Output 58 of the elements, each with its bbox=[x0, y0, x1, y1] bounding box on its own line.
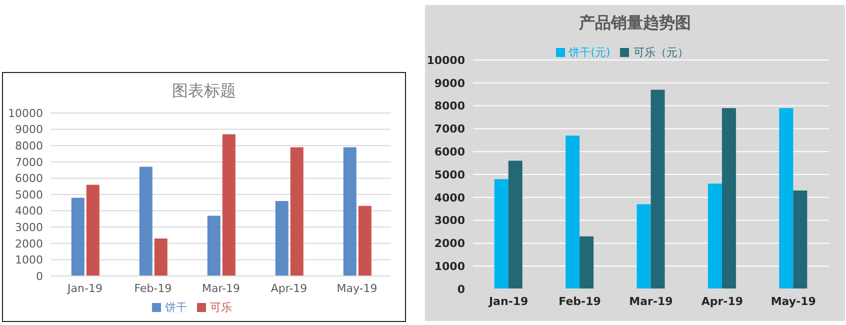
y-tick-label: 9000 bbox=[15, 123, 43, 136]
bar bbox=[139, 166, 152, 276]
legend-label: 可乐（元） bbox=[633, 46, 688, 59]
y-tick-label: 6000 bbox=[15, 172, 43, 186]
y-tick-label: 10000 bbox=[8, 106, 43, 120]
y-tick-label: 8000 bbox=[15, 140, 43, 153]
y-tick-label: 3000 bbox=[434, 214, 466, 228]
x-tick-label: Apr-19 bbox=[701, 294, 744, 308]
x-tick-label: Mar-19 bbox=[629, 294, 673, 308]
legend-label: 饼干 bbox=[165, 301, 187, 314]
y-tick-label: 4000 bbox=[434, 191, 466, 204]
y-tick-label: 0 bbox=[36, 270, 43, 283]
bar bbox=[779, 108, 794, 289]
legend-label: 饼干(元) bbox=[568, 46, 610, 59]
bar bbox=[566, 136, 580, 289]
bar bbox=[580, 236, 594, 289]
x-tick-label: Jan-19 bbox=[66, 282, 102, 295]
legend-label: 可乐 bbox=[210, 301, 232, 314]
y-tick-label: 3000 bbox=[15, 221, 43, 234]
bar bbox=[722, 108, 736, 289]
y-tick-label: 6000 bbox=[434, 146, 466, 159]
bar bbox=[71, 198, 84, 276]
bar bbox=[343, 147, 356, 276]
bar bbox=[86, 184, 100, 276]
x-tick-label: Mar-19 bbox=[202, 282, 240, 295]
y-tick-label: 8000 bbox=[434, 100, 466, 113]
bar bbox=[290, 147, 304, 276]
bar bbox=[494, 179, 508, 289]
y-tick-label: 7000 bbox=[15, 156, 43, 169]
bar bbox=[275, 201, 288, 276]
y-tick-label: 2000 bbox=[434, 237, 466, 250]
y-tick-label: 10000 bbox=[426, 54, 466, 67]
y-tick-label: 9000 bbox=[434, 76, 466, 90]
y-tick-label: 4000 bbox=[15, 204, 43, 218]
y-tick-label: 7000 bbox=[434, 122, 466, 136]
x-tick-label: May-19 bbox=[336, 282, 378, 295]
x-tick-label: Jan-19 bbox=[488, 294, 528, 308]
y-tick-label: 1000 bbox=[15, 254, 43, 267]
chart-title: 产品销量趋势图 bbox=[578, 12, 692, 34]
bar bbox=[793, 190, 808, 289]
bar bbox=[650, 90, 665, 289]
chart-title: 图表标题 bbox=[172, 81, 236, 100]
bar bbox=[636, 204, 651, 289]
bar bbox=[508, 160, 522, 289]
y-tick-label: 1000 bbox=[434, 260, 466, 274]
x-tick-label: Feb-19 bbox=[558, 294, 601, 308]
bar bbox=[222, 134, 236, 276]
bar bbox=[207, 216, 220, 276]
y-tick-label: 5000 bbox=[434, 168, 466, 182]
bar bbox=[154, 238, 168, 276]
y-tick-label: 5000 bbox=[15, 188, 43, 202]
bar bbox=[708, 184, 722, 289]
x-tick-label: Feb-19 bbox=[134, 282, 172, 295]
y-tick-label: 2000 bbox=[15, 237, 43, 250]
x-tick-label: May-19 bbox=[770, 294, 816, 308]
bar bbox=[358, 206, 372, 276]
y-tick-label: 0 bbox=[457, 282, 466, 296]
x-tick-label: Apr-19 bbox=[270, 282, 308, 295]
